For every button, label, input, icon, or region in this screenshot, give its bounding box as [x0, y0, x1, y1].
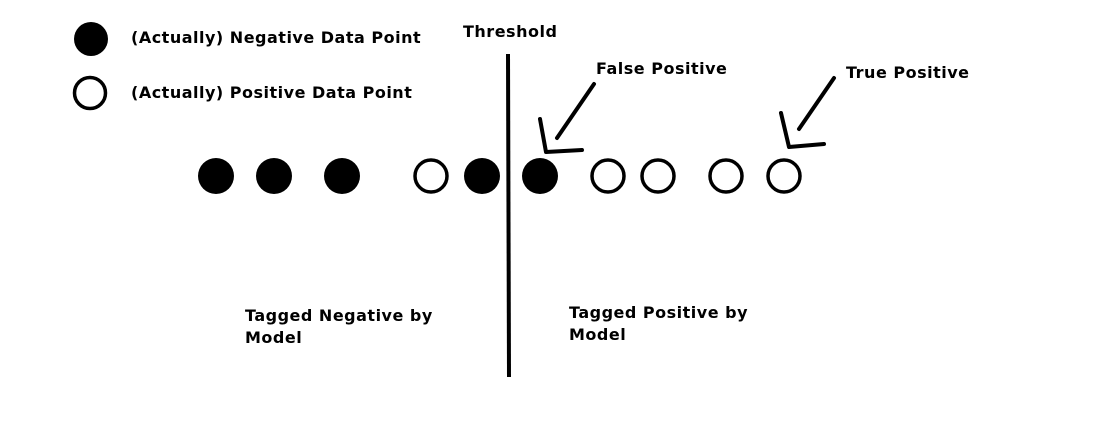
legend-negative-marker	[74, 22, 108, 56]
negative-data-point	[324, 158, 360, 194]
positive-data-point	[590, 158, 626, 194]
false-positive-arrow-icon	[538, 82, 596, 154]
threshold-label: Threshold	[463, 22, 558, 41]
negative-data-point	[198, 158, 234, 194]
positive-data-point	[708, 158, 744, 194]
data-points	[198, 158, 802, 194]
threshold-line	[506, 53, 511, 378]
true-positive-arrow-icon	[779, 76, 836, 149]
negative-data-point	[522, 158, 558, 194]
negative-data-point	[256, 158, 292, 194]
positive-data-point	[766, 158, 802, 194]
false-positive-label: False Positive	[596, 59, 728, 78]
positive-data-point	[640, 158, 676, 194]
legend-negative-label: (Actually) Negative Data Point	[131, 28, 422, 47]
true-positive-label: True Positive	[846, 63, 970, 82]
legend-positive-marker	[72, 75, 108, 111]
legend-positive-label: (Actually) Positive Data Point	[131, 83, 413, 102]
tagged-negative-region-label: Tagged Negative by Model	[245, 306, 433, 347]
positive-data-point	[413, 158, 449, 194]
negative-data-point	[464, 158, 500, 194]
tagged-positive-region-label: Tagged Positive by Model	[569, 303, 749, 344]
